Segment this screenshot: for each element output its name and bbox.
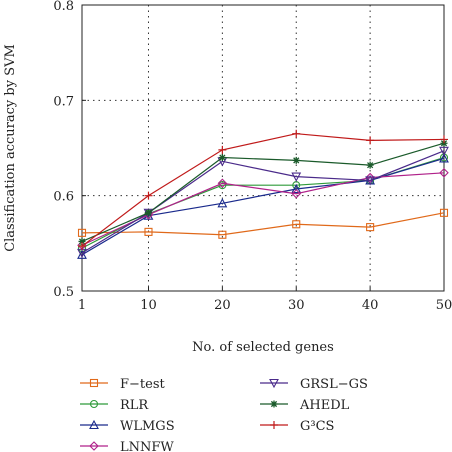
series-6-point — [78, 242, 86, 251]
series-3-line — [81, 172, 445, 246]
series-6-point — [366, 136, 375, 145]
legend-item: GRSL−GS — [260, 377, 368, 392]
x-tick-label: 10 — [140, 298, 157, 313]
legend-label: G³CS — [300, 419, 334, 434]
series-2-point — [77, 249, 87, 259]
series-5-point — [366, 161, 374, 169]
legend-swatch-marker — [270, 421, 278, 429]
series-2-point — [291, 183, 302, 194]
x-tick-label: 50 — [436, 298, 452, 313]
x-tick-label: 40 — [362, 298, 379, 313]
x-tick-label: 30 — [288, 298, 305, 313]
series-4-point — [365, 176, 376, 186]
series-5-point — [292, 156, 300, 164]
legend-label: LNNFW — [120, 440, 174, 452]
legend-label: WLMGS — [120, 419, 175, 434]
x-axis-ticks: 1 10 20 30 40 50 — [78, 287, 452, 313]
legend-item: AHEDL — [260, 398, 350, 413]
series-4-line — [81, 150, 445, 254]
y-axis-ticks: 0.5 0.6 0.7 0.8 — [53, 0, 86, 300]
series-0 — [77, 208, 449, 239]
legend-swatch-marker — [270, 400, 278, 408]
series-0-line — [81, 212, 445, 236]
legend-swatch-marker — [89, 399, 99, 409]
series-5-point — [218, 154, 226, 162]
legend-label: GRSL−GS — [300, 377, 368, 392]
series-4-point — [439, 146, 449, 157]
series-2-point — [217, 198, 228, 208]
series-0-point — [144, 227, 153, 236]
y-tick-label: 0.6 — [53, 190, 74, 205]
plot-frame — [81, 4, 445, 292]
series-1 — [77, 153, 449, 253]
legend-label: AHEDL — [299, 398, 350, 413]
y-tick-label: 0.5 — [53, 285, 74, 300]
series-6 — [78, 129, 448, 251]
legend-item: WLMGS — [80, 419, 175, 434]
y-axis-label: Classification accuracy by SVM — [3, 44, 18, 252]
legend-swatch-marker — [269, 378, 279, 389]
series-3 — [77, 168, 449, 251]
series-1-line — [81, 156, 445, 249]
x-axis-label: No. of selected genes — [192, 340, 334, 355]
legend-item: F−test — [80, 377, 166, 392]
legend-item: G³CS — [260, 419, 334, 434]
legend-swatch-marker — [89, 378, 99, 388]
series-0-point — [292, 220, 301, 229]
series-3-point — [291, 188, 302, 199]
series-6-point — [144, 191, 153, 200]
series-5-point — [78, 237, 86, 245]
legend-swatch-marker — [89, 419, 99, 430]
legend: F−test RLR WLMGS LNNFW GRSL−GS AHEDL G³CS — [80, 377, 368, 452]
series-3-point — [439, 168, 449, 178]
legend-label: RLR — [120, 398, 149, 413]
series-5-point — [144, 209, 152, 217]
series-3-point — [365, 172, 375, 183]
legend-swatch-marker — [89, 441, 99, 451]
series-6-point — [218, 145, 227, 154]
series-0-point — [439, 208, 449, 217]
legend-item: LNNFW — [80, 440, 174, 452]
series-4 — [77, 146, 449, 259]
series-2-point — [439, 153, 449, 163]
series-group — [77, 129, 449, 259]
series-3-point — [217, 178, 228, 189]
x-tick-label: 1 — [78, 298, 86, 313]
series-6-point — [292, 129, 301, 138]
y-tick-label: 0.8 — [53, 0, 74, 14]
series-0-point — [366, 223, 375, 232]
series-6-point — [440, 135, 448, 144]
series-6-line — [81, 133, 445, 247]
y-tick-label: 0.7 — [53, 94, 74, 109]
x-tick-label: 20 — [214, 298, 231, 313]
legend-item: RLR — [80, 398, 149, 413]
series-5-line — [81, 142, 445, 242]
series-0-point — [77, 228, 87, 237]
series-0-point — [218, 230, 227, 239]
series-4-point — [291, 172, 302, 182]
legend-label: F−test — [120, 377, 166, 392]
grid-lines — [82, 5, 444, 291]
